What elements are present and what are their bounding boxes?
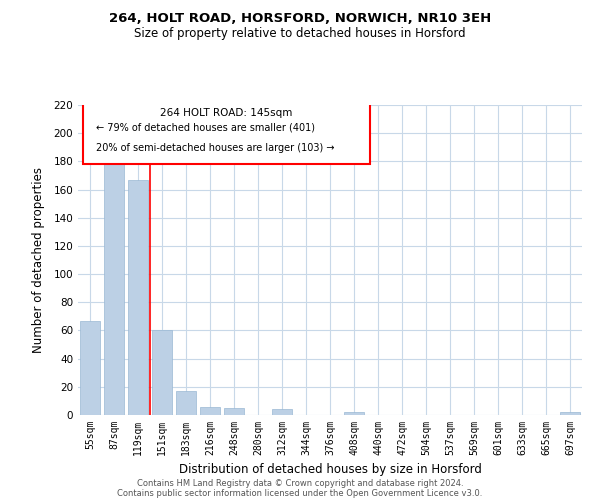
Bar: [128, 180, 148, 415]
X-axis label: Distribution of detached houses by size in Horsford: Distribution of detached houses by size …: [179, 464, 481, 476]
Text: Contains HM Land Registry data © Crown copyright and database right 2024.: Contains HM Land Registry data © Crown c…: [137, 478, 463, 488]
Bar: [176, 391, 196, 415]
Text: Contains public sector information licensed under the Open Government Licence v3: Contains public sector information licen…: [118, 488, 482, 498]
Bar: [200, 406, 220, 415]
Bar: [344, 412, 364, 415]
Bar: [560, 412, 580, 415]
Text: 20% of semi-detached houses are larger (103) →: 20% of semi-detached houses are larger (…: [95, 143, 334, 153]
Text: 264, HOLT ROAD, HORSFORD, NORWICH, NR10 3EH: 264, HOLT ROAD, HORSFORD, NORWICH, NR10 …: [109, 12, 491, 26]
Bar: [104, 157, 124, 415]
FancyBboxPatch shape: [83, 100, 370, 164]
Y-axis label: Number of detached properties: Number of detached properties: [32, 167, 45, 353]
Bar: [80, 320, 100, 415]
Text: ← 79% of detached houses are smaller (401): ← 79% of detached houses are smaller (40…: [95, 122, 314, 132]
Bar: [272, 410, 292, 415]
Text: Size of property relative to detached houses in Horsford: Size of property relative to detached ho…: [134, 28, 466, 40]
Bar: [224, 408, 244, 415]
Bar: [152, 330, 172, 415]
Text: 264 HOLT ROAD: 145sqm: 264 HOLT ROAD: 145sqm: [160, 108, 293, 118]
